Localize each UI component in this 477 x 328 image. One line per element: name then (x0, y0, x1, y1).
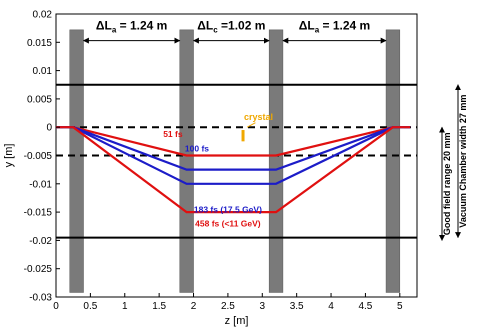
series-label-2: 100 fs (185, 144, 209, 154)
x-tick-label-5: 2.5 (221, 301, 235, 312)
dimension-label-2: ΔLc =1.02 m (197, 18, 265, 34)
crystal-label: crystal (244, 112, 273, 122)
magnet-4 (385, 29, 401, 293)
x-axis-label: z [m] (225, 315, 249, 327)
dimension-label-3: ΔLa = 1.24 m (299, 18, 370, 34)
y-tick-label-6: -0.01 (29, 179, 52, 190)
y-tick-label-5: -0.005 (24, 151, 53, 162)
y-tick-label-2: 0.01 (33, 66, 53, 77)
series-label-1: 51 fs (163, 129, 183, 139)
x-tick-label-6: 3 (260, 301, 266, 312)
x-tick-label-2: 1 (122, 301, 128, 312)
x-tick-label-1: 0.5 (83, 301, 97, 312)
x-tick-label-10: 5 (397, 301, 403, 312)
x-tick-label-3: 1.5 (152, 301, 166, 312)
y-tick-label-9: -0.025 (24, 264, 53, 275)
y-tick-label-10: -0.03 (29, 293, 52, 304)
side-label-2: Vacuum Chamber width 27 mm (458, 95, 468, 228)
y-tick-label-4: 0 (46, 123, 52, 134)
x-tick-label-8: 4 (328, 301, 334, 312)
y-tick-label-0: 0.02 (33, 10, 53, 21)
y-tick-label-8: -0.02 (29, 236, 52, 247)
side-label-1: Good field range 20 mm (442, 133, 452, 236)
y-tick-label-7: -0.015 (24, 208, 53, 219)
magnet-1 (69, 29, 84, 293)
crystal-pointer (246, 122, 256, 128)
x-tick-label-9: 4.5 (358, 301, 372, 312)
x-tick-label-0: 0 (53, 301, 59, 312)
series-label-4: 458 fs (<11 GeV) (195, 218, 261, 228)
x-tick-label-7: 3.5 (290, 301, 304, 312)
y-axis-label: y [m] (3, 144, 15, 168)
x-tick-label-4: 2 (191, 301, 197, 312)
magnet-3 (268, 29, 284, 293)
trajectory-line-4 (56, 126, 411, 214)
dimension-label-1: ΔLa = 1.24 m (96, 18, 167, 34)
series-label-3: 183 fs (17.5 GeV) (194, 205, 262, 215)
y-tick-label-3: 0.005 (27, 94, 52, 105)
y-tick-label-1: 0.015 (27, 38, 52, 49)
magnet-2 (179, 29, 194, 293)
